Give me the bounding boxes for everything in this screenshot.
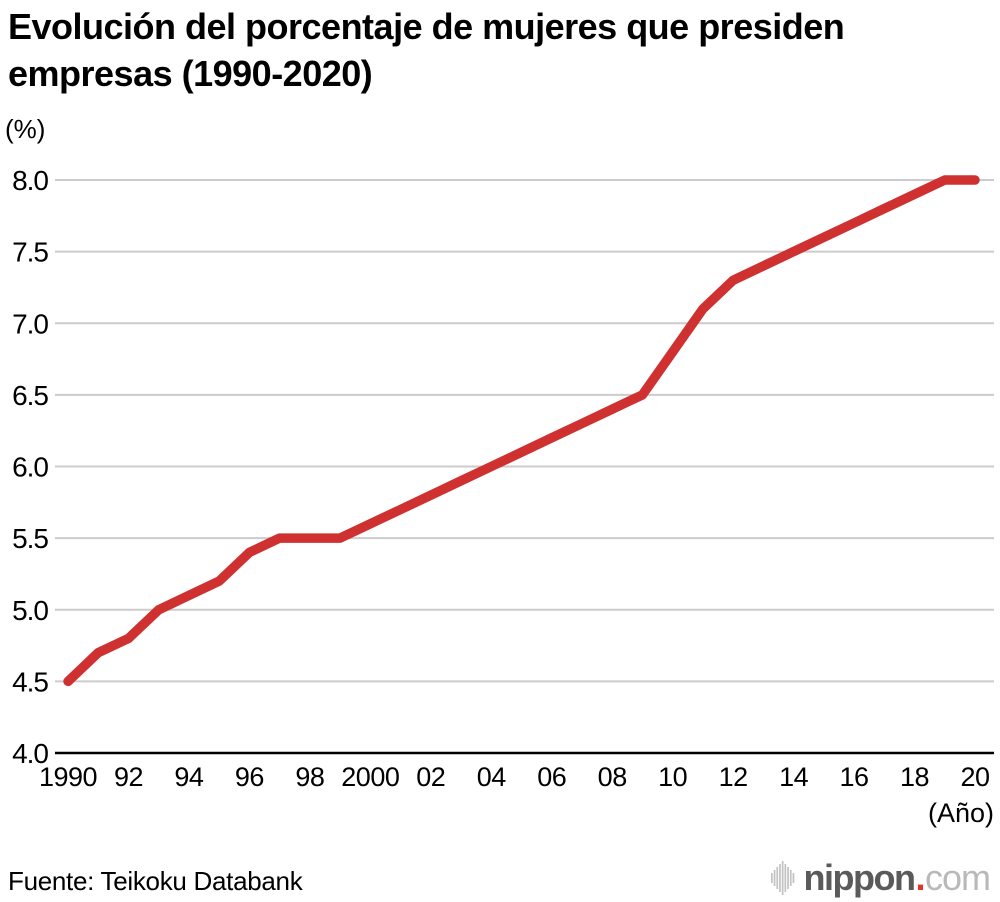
waveform-bar — [784, 864, 786, 892]
chart-title-line1: Evolución del porcentaje de mujeres que … — [8, 6, 845, 47]
waveform-bars-icon — [770, 861, 794, 895]
x-axis-tick-label: 10 — [658, 762, 687, 792]
waveform-bar — [789, 870, 792, 886]
x-axis-tick-label: 02 — [416, 762, 445, 792]
trend-line — [63, 175, 980, 687]
x-axis-tick-label: 2000 — [341, 762, 399, 792]
y-axis-tick-label: 4.5 — [12, 666, 48, 697]
source-note: Fuente: Teikoku Databank — [8, 866, 303, 896]
x-axis-tick-label: 04 — [477, 762, 507, 792]
x-axis-tick-label: 96 — [235, 762, 264, 792]
y-axis-tick-label: 6.5 — [12, 380, 48, 411]
x-axis-tick-label: 14 — [779, 762, 809, 792]
waveform-bar — [770, 873, 773, 883]
x-axis-tick-label: 18 — [900, 762, 929, 792]
x-axis-tick-label: 06 — [537, 762, 566, 792]
waveform-bar — [781, 861, 784, 895]
waveform-bar — [786, 867, 789, 889]
x-axis-tick-label: 16 — [840, 762, 869, 792]
logo-red-dot: . — [915, 857, 925, 898]
x-axis-tick-label: 08 — [598, 762, 627, 792]
y-axis-tick-label: 6.0 — [12, 452, 48, 483]
x-axis-tick-label: 1990 — [39, 762, 97, 792]
waveform-bar — [778, 864, 781, 892]
x-axis-tick-label: 98 — [295, 762, 324, 792]
y-axis-tick-label: 7.0 — [12, 308, 48, 339]
y-axis-unit-label: (%) — [5, 114, 46, 144]
y-axis-tick-label: 4.0 — [12, 738, 48, 769]
y-axis-tick-label: 7.5 — [12, 237, 48, 268]
logo-text-com: com — [924, 857, 991, 898]
waveform-bar — [792, 873, 794, 883]
logo-text-nippon: nippon — [803, 857, 916, 898]
waveform-bar — [775, 867, 778, 889]
x-axis-tick-label: 94 — [174, 762, 204, 792]
nippon-com-logo: nippon . com — [770, 856, 991, 900]
waveform-bar — [773, 870, 775, 886]
x-axis-tick-label: 20 — [960, 762, 989, 792]
y-axis-tick-label: 5.0 — [12, 595, 48, 626]
y-axis-tick-label: 8.0 — [12, 165, 48, 196]
x-axis-unit-label: (Año) — [928, 798, 994, 828]
chart-title: Evolución del porcentaje de mujeres que … — [8, 4, 988, 98]
y-axis-tick-label: 5.5 — [12, 523, 48, 554]
chart-title-line2: empresas (1990-2020) — [8, 52, 373, 94]
x-axis-tick-label: 92 — [114, 762, 143, 792]
x-axis-tick-label: 12 — [719, 762, 748, 792]
